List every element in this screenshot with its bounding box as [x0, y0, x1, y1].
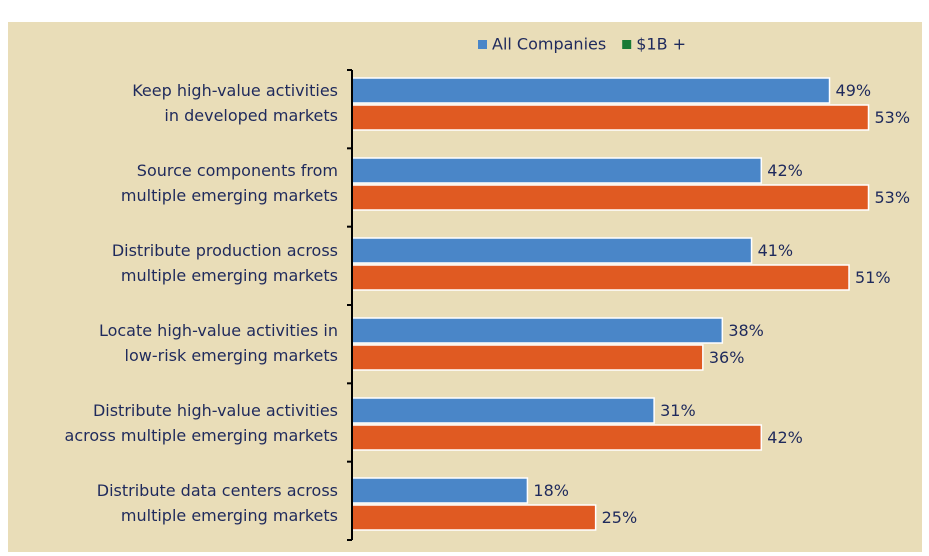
bar: [351, 157, 763, 184]
bar: [351, 504, 597, 531]
category-label: Distribute high-value activities: [93, 401, 338, 420]
value-label: 51%: [855, 268, 891, 287]
legend-swatch: [478, 40, 487, 49]
category-label: in developed markets: [164, 106, 338, 125]
value-label: 25%: [602, 508, 638, 527]
bar: [351, 397, 655, 424]
category-label: multiple emerging markets: [121, 506, 338, 525]
category-label: across multiple emerging markets: [65, 426, 338, 445]
bar: [351, 184, 870, 211]
value-label: 31%: [660, 401, 696, 420]
category-label: Distribute production across: [112, 241, 338, 260]
bar: [351, 77, 831, 104]
legend-label: $1B +: [636, 35, 686, 54]
category-label: Locate high-value activities in: [99, 321, 338, 340]
legend-swatch: [622, 40, 632, 49]
value-label: 42%: [767, 428, 803, 447]
category-label: Keep high-value activities: [132, 81, 338, 100]
value-label: 18%: [533, 481, 569, 500]
value-label: 42%: [767, 161, 803, 180]
bar: [351, 237, 753, 264]
bar: [351, 317, 724, 344]
bar: [351, 264, 850, 291]
bar: [351, 477, 529, 504]
category-label: Distribute data centers across: [97, 481, 338, 500]
category-label: multiple emerging markets: [121, 266, 338, 285]
bar: [351, 104, 870, 131]
legend-label: All Companies: [492, 35, 606, 54]
bar: [351, 424, 763, 451]
category-label: multiple emerging markets: [121, 186, 338, 205]
value-label: 53%: [875, 188, 911, 207]
value-label: 36%: [709, 348, 745, 367]
value-label: 41%: [758, 241, 794, 260]
category-label: low-risk emerging markets: [125, 346, 338, 365]
value-label: 53%: [875, 108, 911, 127]
value-label: 38%: [728, 321, 764, 340]
bar: [351, 344, 704, 371]
value-label: 49%: [836, 81, 872, 100]
category-label: Source components from: [137, 161, 338, 180]
